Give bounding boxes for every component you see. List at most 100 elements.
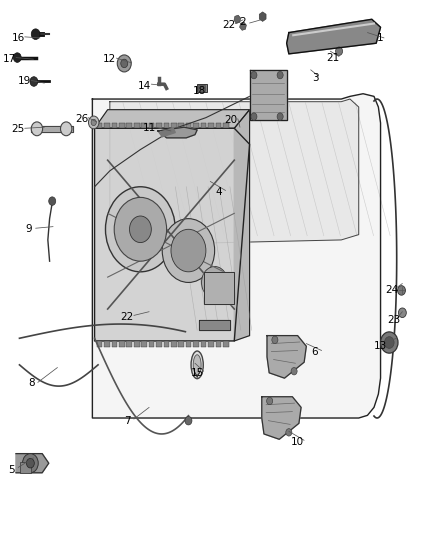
Bar [193,341,199,348]
Bar [198,85,205,91]
Circle shape [286,429,292,436]
Circle shape [399,308,406,318]
Bar [178,123,184,128]
Polygon shape [199,320,230,330]
Circle shape [162,219,215,282]
Circle shape [201,266,228,298]
Bar [20,462,31,473]
Text: 13: 13 [374,341,387,351]
Bar [178,341,184,348]
Bar [201,123,206,128]
Text: 25: 25 [11,124,25,134]
Polygon shape [287,19,381,54]
Polygon shape [31,126,73,132]
Polygon shape [16,454,49,473]
Circle shape [88,116,99,129]
Text: 4: 4 [215,187,223,197]
Bar [215,341,221,348]
Text: 5: 5 [8,465,15,474]
Circle shape [251,113,257,120]
Polygon shape [158,127,197,138]
Bar [97,341,102,348]
Text: 22: 22 [121,312,134,322]
Text: 6: 6 [312,346,318,357]
Bar [163,123,169,128]
Bar [223,123,229,128]
Bar [104,341,110,348]
Polygon shape [92,94,381,418]
Polygon shape [95,128,250,341]
Ellipse shape [191,351,203,378]
Bar [119,123,125,128]
Bar [156,123,162,128]
Bar [223,341,229,348]
Text: 14: 14 [138,81,152,91]
Polygon shape [95,110,250,128]
Text: 22: 22 [222,20,235,30]
Text: 8: 8 [28,378,35,389]
Text: 15: 15 [191,368,204,378]
Text: 21: 21 [326,53,339,62]
Circle shape [398,286,406,295]
Bar [104,123,110,128]
Text: 10: 10 [291,437,304,447]
Circle shape [114,197,166,261]
Polygon shape [250,70,287,120]
Text: 11: 11 [142,123,156,133]
Text: 9: 9 [26,224,32,235]
Bar [171,341,177,348]
Circle shape [385,337,394,349]
Bar [134,341,140,348]
Text: 1: 1 [377,33,384,43]
Bar [112,341,117,348]
Ellipse shape [193,355,201,375]
Text: 17: 17 [3,54,16,64]
Bar [97,123,102,128]
Circle shape [30,77,38,86]
Circle shape [251,71,257,79]
Bar [208,123,214,128]
Bar [141,341,147,348]
Bar [215,123,221,128]
Circle shape [91,119,96,126]
Circle shape [60,122,72,136]
Text: 20: 20 [225,115,238,125]
Text: 18: 18 [193,86,206,96]
Text: 19: 19 [18,77,32,86]
Polygon shape [110,99,359,245]
Circle shape [117,55,131,72]
Polygon shape [159,128,175,137]
Bar [163,341,169,348]
Circle shape [185,416,192,425]
Circle shape [171,229,206,272]
Text: 12: 12 [103,54,117,64]
Bar [193,123,199,128]
Bar [186,123,191,128]
Circle shape [49,197,56,205]
Circle shape [26,458,34,468]
Text: 23: 23 [387,314,400,325]
Bar [197,84,207,92]
Circle shape [22,454,38,473]
Bar [127,341,132,348]
Bar [127,123,132,128]
Polygon shape [267,336,306,378]
Circle shape [130,216,151,243]
Text: 24: 24 [385,286,398,295]
Circle shape [277,71,283,79]
Circle shape [291,368,297,375]
Polygon shape [262,397,301,439]
Bar [171,123,177,128]
Bar [134,123,140,128]
Polygon shape [234,110,250,341]
Polygon shape [204,272,234,304]
Circle shape [277,113,283,120]
Text: 16: 16 [11,33,25,43]
Text: 7: 7 [124,416,131,426]
Text: 3: 3 [312,73,318,83]
Bar [141,123,147,128]
Bar [186,341,191,348]
Circle shape [31,122,42,136]
Circle shape [272,336,278,344]
Bar [208,341,214,348]
